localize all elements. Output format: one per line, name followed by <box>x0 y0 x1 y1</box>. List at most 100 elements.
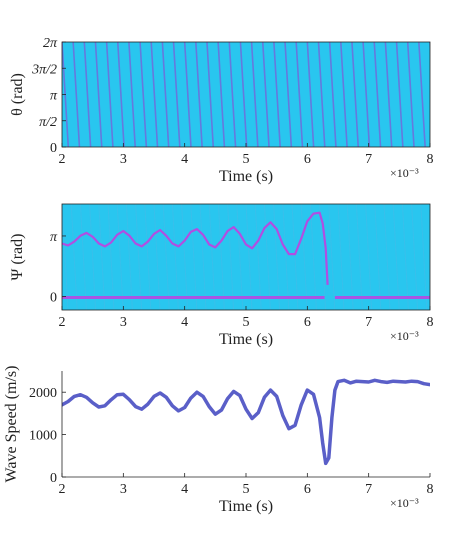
heatmap-faint-stripe <box>254 204 262 310</box>
heatmap-stripe <box>339 42 348 147</box>
x-tick-label: 3 <box>120 152 127 167</box>
heatmap-faint-stripe <box>217 204 225 310</box>
y-tick-label: 0 <box>50 291 57 306</box>
x-tick-label: 5 <box>243 482 250 497</box>
heatmap-faint-stripe <box>282 204 290 310</box>
heatmap-faint-stripe <box>355 204 363 310</box>
heatmap-stripe <box>217 42 226 147</box>
heatmap-faint-stripe <box>98 204 106 310</box>
y-tick-label: 2000 <box>29 386 57 401</box>
heatmap-faint-stripe <box>263 204 271 310</box>
heatmap-stripe <box>418 42 426 147</box>
y-tick-label: π <box>50 230 58 245</box>
heatmap-stripe <box>429 42 430 56</box>
heatmap-faint-stripe <box>135 204 143 310</box>
heatmap-stripe <box>172 42 181 147</box>
heatmap-stripe <box>452 42 458 147</box>
heatmap-stripe <box>395 42 404 147</box>
heatmap-faint-stripe <box>227 204 235 310</box>
x-axis-exponent: ×10⁻³ <box>390 496 419 510</box>
heatmap-stripe <box>40 42 46 147</box>
heatmap-stripe <box>139 42 148 147</box>
heatmap-stripe <box>317 42 326 147</box>
theta-heatmap-panel: 2 3 4 5 6 7 8 0 π/2 π 3π/2 2π Time (s) ×10⁻³ θ (rad) <box>9 36 458 185</box>
heatmap-stripe <box>273 42 281 147</box>
x-tick-label: 2 <box>59 482 66 497</box>
heatmap-stripe <box>351 42 360 147</box>
psi-axes: 2 3 4 5 6 7 8 0 π Time (s) ×10⁻³ Ψ (rad) <box>9 230 434 348</box>
upper-trace <box>62 211 329 285</box>
y-tick-label: 1000 <box>29 429 57 444</box>
heatmap-faint-stripe <box>328 204 336 310</box>
heatmap-faint-stripe <box>208 204 216 310</box>
heatmap-stripe <box>94 42 103 147</box>
heatmap-faint-stripe <box>300 204 308 310</box>
x-tick-label: 6 <box>304 152 311 167</box>
y-tick-label: π <box>50 89 58 104</box>
theta-heatmap-stripes <box>40 42 458 147</box>
heatmap-stripe <box>406 42 415 147</box>
x-tick-label: 7 <box>365 315 372 330</box>
heatmap-stripe <box>105 42 114 147</box>
heatmap-faint-stripe <box>79 204 87 310</box>
x-axis-label: Time (s) <box>219 168 273 185</box>
heatmap-faint-stripe <box>411 204 419 310</box>
y-axis-label: Ψ (rad) <box>9 234 26 281</box>
y-tick-label: 3π/2 <box>31 62 57 77</box>
heatmap-stripe <box>83 42 92 147</box>
x-tick-label: 3 <box>120 482 127 497</box>
wave-speed-axes: 2 3 4 5 6 7 8 0 1000 2000 Time (s) ×10⁻³ Wave Speed … <box>3 366 434 515</box>
x-axis-exponent: ×10⁻³ <box>390 166 419 180</box>
heatmap-stripe <box>239 42 248 147</box>
x-tick-label: 7 <box>365 152 372 167</box>
heatmap-stripe <box>250 42 259 147</box>
heatmap-faint-stripe <box>236 204 244 310</box>
x-axis-label: Time (s) <box>219 498 273 515</box>
heatmap-faint-stripe <box>337 204 345 310</box>
heatmap-faint-stripe <box>199 204 207 310</box>
heatmap-stripe <box>116 42 125 147</box>
heatmap-stripe <box>161 42 170 147</box>
y-tick-label: 0 <box>50 141 57 156</box>
x-tick-label: 8 <box>427 315 434 330</box>
heatmap-stripe <box>306 42 315 147</box>
heatmap-faint-stripe <box>70 204 78 310</box>
heatmap-faint-stripe <box>309 204 317 310</box>
heatmap-stripe <box>384 42 393 147</box>
x-tick-label: 3 <box>120 315 127 330</box>
heatmap-faint-stripe <box>116 204 124 310</box>
x-tick-label: 5 <box>243 152 250 167</box>
heatmap-stripe <box>373 42 382 147</box>
x-tick-label: 6 <box>304 315 311 330</box>
heatmap-faint-stripe <box>107 204 115 310</box>
wave-speed-panel: 2 3 4 5 6 7 8 0 1000 2000 Time (s) ×10⁻³ Wave Speed … <box>3 366 434 515</box>
heatmap-faint-stripe <box>162 204 170 310</box>
x-tick-label: 6 <box>304 482 311 497</box>
heatmap-stripe <box>206 42 215 147</box>
wave-speed-line <box>62 378 430 466</box>
heatmap-faint-stripe <box>89 204 97 310</box>
heatmap-stripe <box>228 42 237 147</box>
x-tick-label: 8 <box>427 152 434 167</box>
heatmap-stripe <box>128 42 137 147</box>
y-tick-label: π/2 <box>39 115 57 130</box>
heatmap-stripe <box>284 42 293 147</box>
heatmap-faint-stripe <box>392 204 400 310</box>
heatmap-faint-stripe <box>374 204 382 310</box>
x-tick-label: 7 <box>365 482 372 497</box>
heatmap-stripe <box>362 42 371 147</box>
x-tick-label: 4 <box>181 152 188 167</box>
heatmap-faint-stripe <box>319 204 327 310</box>
heatmap-faint-stripe <box>190 204 198 310</box>
heatmap-faint-stripe <box>346 204 354 310</box>
x-tick-label: 4 <box>181 315 188 330</box>
heatmap-stripe <box>72 42 81 147</box>
heatmap-stripe <box>183 42 192 147</box>
x-tick-label: 2 <box>59 152 66 167</box>
heatmap-faint-stripe <box>171 204 179 310</box>
x-tick-label: 5 <box>243 315 250 330</box>
x-axis-exponent: ×10⁻³ <box>390 329 419 343</box>
heatmap-faint-stripe <box>365 204 373 310</box>
heatmap-faint-stripe <box>62 204 69 310</box>
